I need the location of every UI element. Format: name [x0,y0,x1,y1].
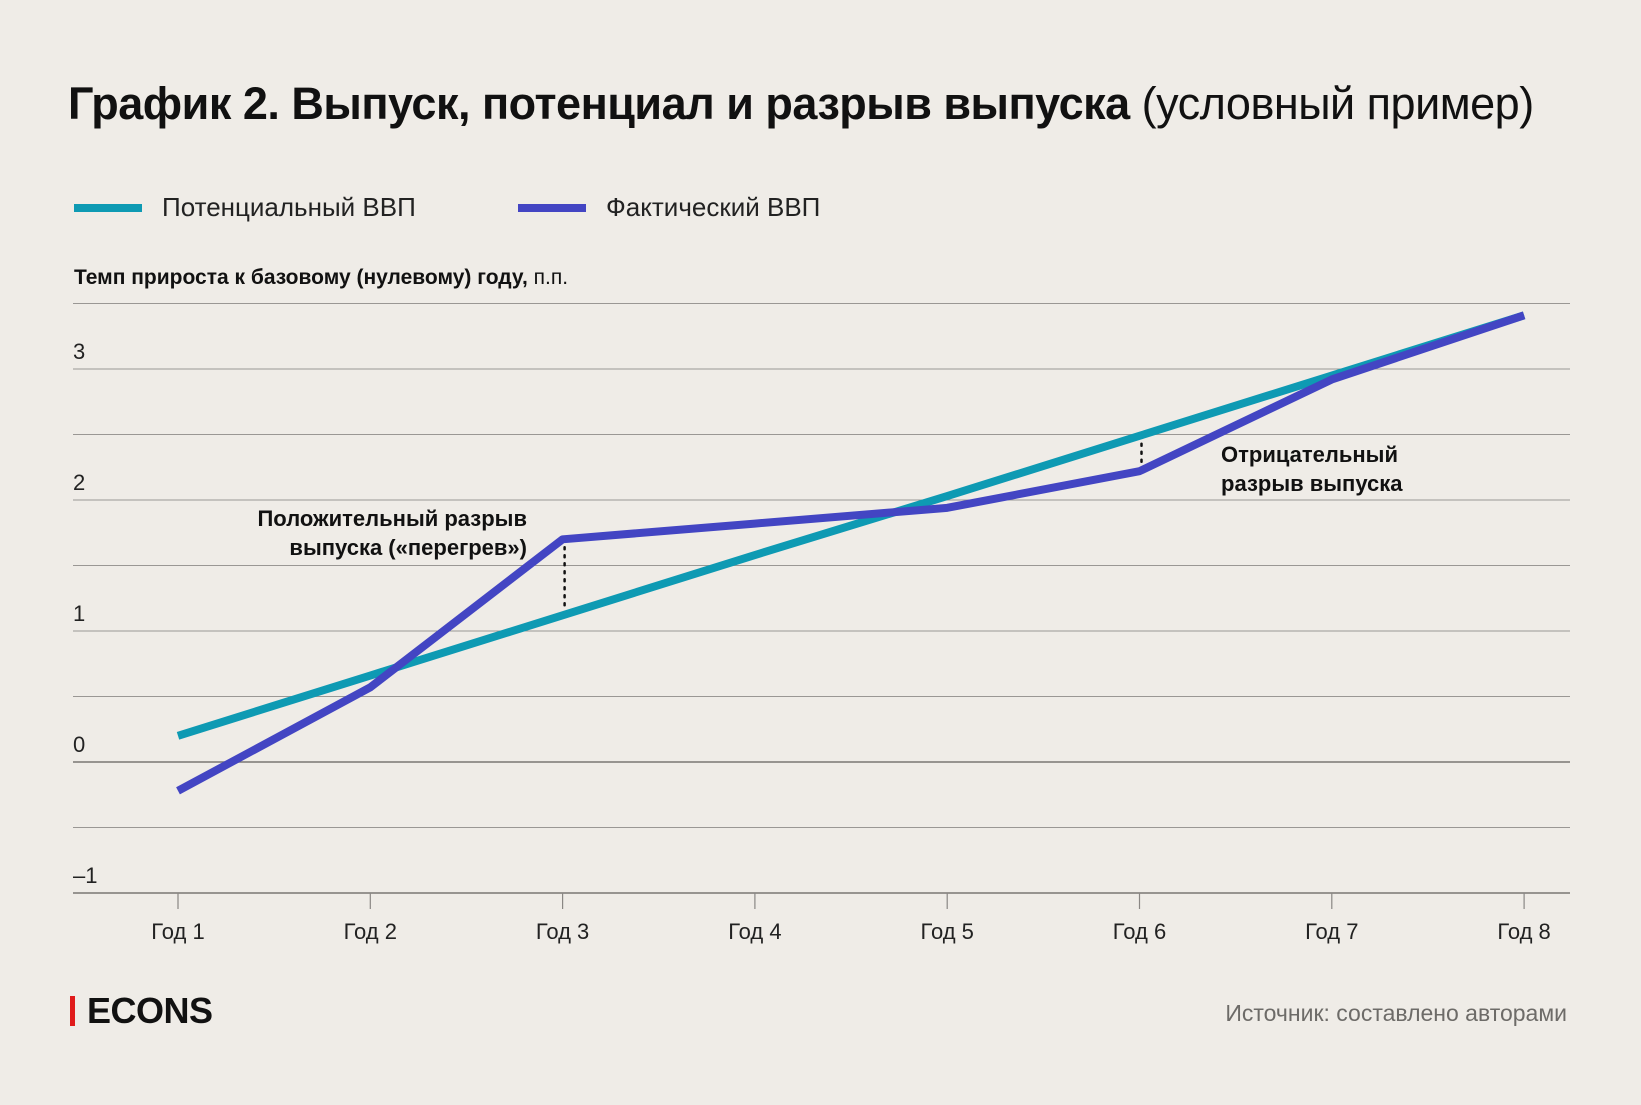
title-light: (условный пример) [1141,78,1535,129]
legend-label: Потенциальный ВВП [162,192,416,222]
y-tick-label: 0 [73,732,85,757]
y-tick-label: –1 [73,863,97,888]
x-tick-label: Год 8 [1497,919,1550,944]
logo-bar [70,996,75,1026]
x-tick-label: Год 2 [344,919,397,944]
y-axis-unit: п.п. [533,266,569,289]
source-note: Источник: составлено авторами [1225,1000,1567,1026]
legend-potential: Потенциальный ВВП [74,192,416,223]
legend-label: Фактический ВВП [606,192,821,222]
y-tick-label: 2 [73,470,85,495]
x-tick-label: Год 7 [1305,919,1358,944]
series-line-actual [176,311,1526,795]
logo-text: ECONS [87,990,213,1031]
annotation-negative-gap: разрыв выпуска [1221,471,1403,496]
annotation-negative-gap: Отрицательный [1221,442,1398,467]
x-tick-label: Год 3 [536,919,589,944]
legend-swatch-potential [74,203,142,212]
x-tick-label: Год 4 [728,919,781,944]
y-axis-label-bold: Темп прироста к базовому (нулевому) году… [74,266,528,289]
x-tick-label: Год 5 [921,919,974,944]
x-tick-label: Год 1 [151,919,204,944]
y-axis-label: Темп прироста к базовому (нулевому) году… [74,266,568,290]
x-tick-label: Год 6 [1113,919,1166,944]
y-tick-label: 3 [73,339,85,364]
annotation-positive-gap: выпуска («перегрев») [289,535,527,560]
econs-logo: ECONS [70,990,213,1032]
title-bold: График 2. Выпуск, потенциал и разрыв вып… [68,78,1130,129]
legend-actual: Фактический ВВП [518,192,820,223]
chart-title: График 2. Выпуск, потенциал и разрыв вып… [68,78,1534,130]
annotation-positive-gap: Положительный разрыв [257,506,527,531]
legend-swatch-actual [518,203,586,212]
y-tick-label: 1 [73,601,85,626]
